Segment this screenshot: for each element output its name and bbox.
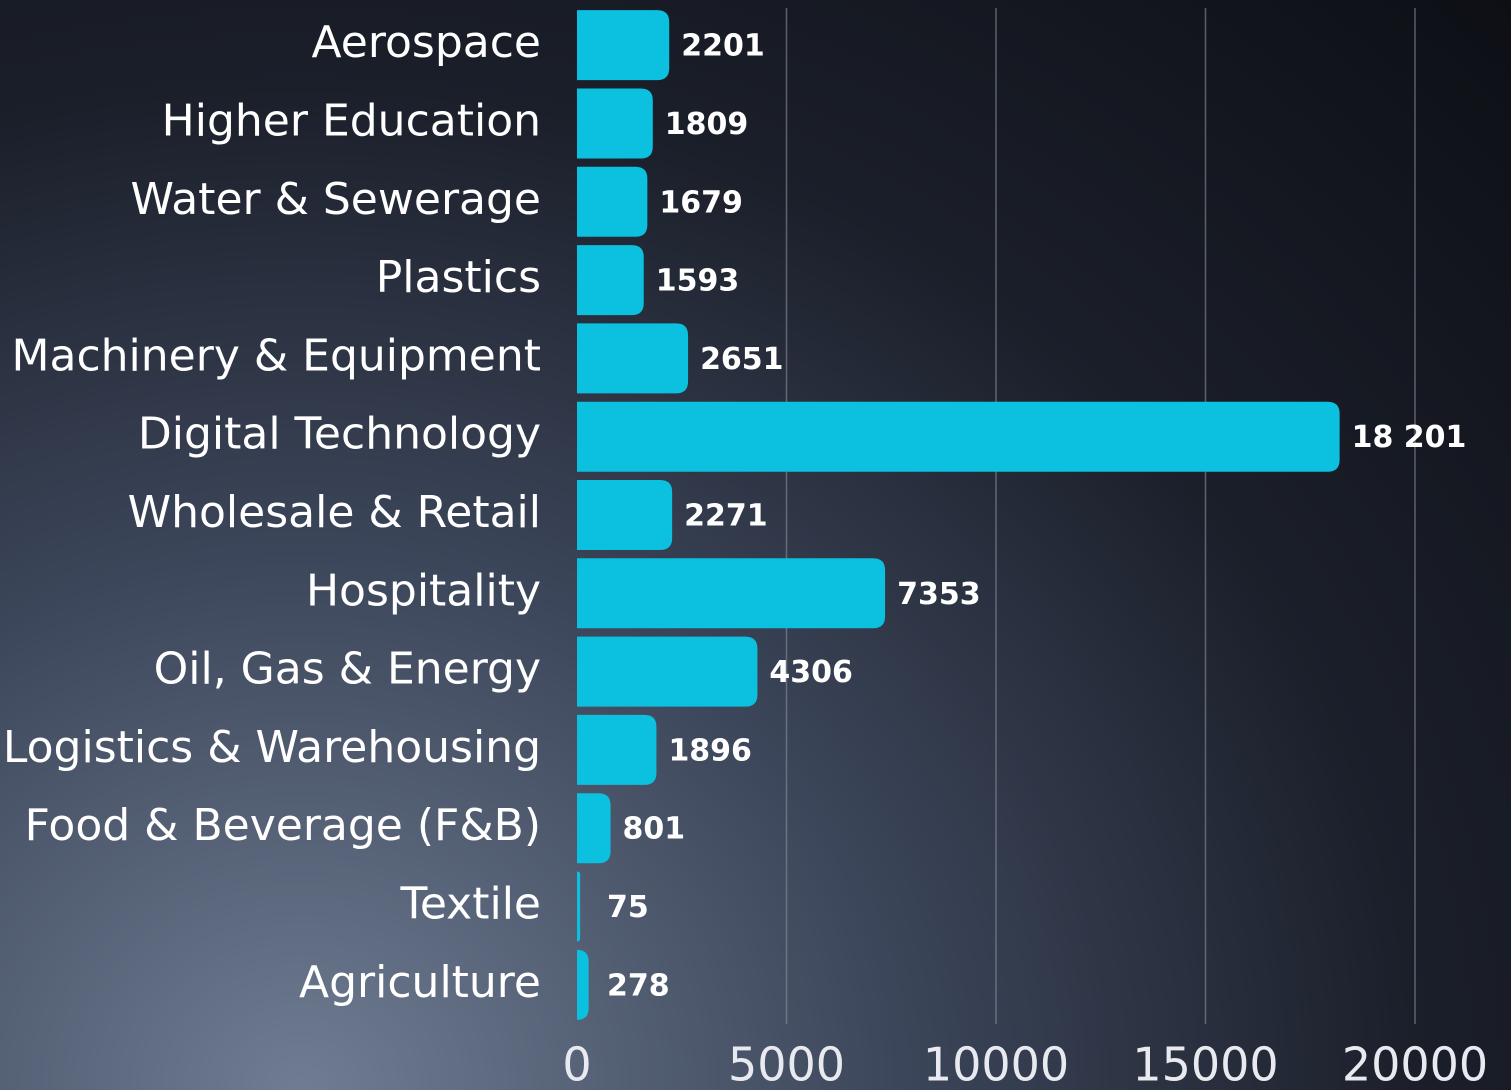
value-label: 18 201 [1352,420,1467,455]
value-label: 1809 [665,107,749,142]
bar [577,402,1340,472]
category-label: Textile [399,879,541,930]
chart: 0 5000 10000 15000 20000 Aerospace 2201 Higher … [0,0,1511,1090]
value-label: 1593 [656,264,740,299]
bar [577,872,580,942]
value-label: 278 [607,968,670,1003]
value-label: 2271 [684,499,768,534]
category-label: Wholesale & Retail [128,487,541,538]
bar [577,10,669,80]
x-tick-label: 0 [562,1038,591,1090]
value-label: 801 [623,812,686,847]
category-label: Aerospace [311,17,541,68]
category-label: Plastics [376,252,541,303]
value-label: 7353 [897,577,981,612]
page: 0 5000 10000 15000 20000 Aerospace 2201 Higher … [0,0,1511,1090]
bar [577,167,647,237]
bar [577,245,644,315]
category-label: Food & Beverage (F&B) [25,800,541,851]
category-label: Logistics & Warehousing [3,722,541,773]
x-tick-label: 15000 [1132,1038,1278,1090]
bar [577,637,757,707]
bar [577,558,885,628]
value-label: 2651 [700,342,784,377]
category-label: Machinery & Equipment [12,330,541,381]
category-label: Higher Education [162,95,541,146]
value-label: 75 [607,890,649,925]
x-tick-label: 10000 [923,1038,1069,1090]
value-label: 2201 [681,29,765,64]
value-label: 1896 [668,733,752,768]
category-label: Agriculture [299,957,541,1008]
bar [577,480,672,550]
bar [577,793,611,863]
value-label: 4306 [769,655,853,690]
category-label: Hospitality [306,565,541,616]
category-label: Digital Technology [138,409,541,460]
bar [577,323,688,393]
bar [577,950,589,1020]
category-label: Water & Sewerage [131,174,541,225]
bar [577,88,653,158]
value-label: 1679 [659,185,743,220]
x-tick-label: 20000 [1342,1038,1488,1090]
x-tick-label: 5000 [728,1038,845,1090]
bar [577,715,656,785]
category-label: Oil, Gas & Energy [154,644,541,695]
